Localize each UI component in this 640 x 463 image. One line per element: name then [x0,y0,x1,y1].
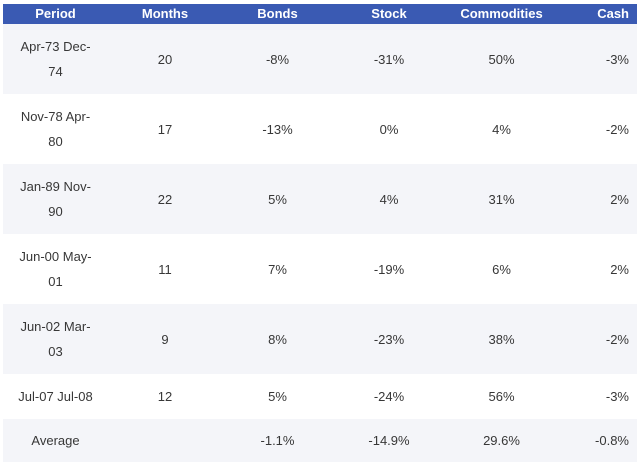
cell-stock: -23% [333,304,445,374]
cell-months: 12 [108,374,222,419]
cell-bonds: -1.1% [222,419,333,462]
cell-commodities: 29.6% [445,419,558,462]
cell-months [108,419,222,462]
cell-stock: -19% [333,234,445,304]
table-row: Apr-73 Dec- 74 20 -8% -31% 50% -3% [3,24,637,94]
cell-commodities: 56% [445,374,558,419]
column-header-bonds[interactable]: Bonds [222,4,333,24]
column-header-commodities[interactable]: Commodities [445,4,558,24]
cell-commodities: 4% [445,94,558,164]
cell-commodities: 31% [445,164,558,234]
table-row: Jul-07 Jul-08 12 5% -24% 56% -3% [3,374,637,419]
cell-cash: -2% [558,304,637,374]
table-body: Apr-73 Dec- 74 20 -8% -31% 50% -3% Nov-7… [3,24,637,462]
cell-stock: -14.9% [333,419,445,462]
cell-months: 20 [108,24,222,94]
table-row: Jun-00 May- 01 11 7% -19% 6% 2% [3,234,637,304]
cell-bonds: 8% [222,304,333,374]
cell-commodities: 38% [445,304,558,374]
cell-months: 9 [108,304,222,374]
table-row: Jun-02 Mar- 03 9 8% -23% 38% -2% [3,304,637,374]
column-header-months[interactable]: Months [108,4,222,24]
cell-period: Jul-07 Jul-08 [3,374,108,419]
cell-bonds: 5% [222,164,333,234]
column-header-cash[interactable]: Cash [558,4,637,24]
cell-stock: -31% [333,24,445,94]
cell-cash: 2% [558,234,637,304]
table-header: Period Months Bonds Stock Commodities Ca… [3,4,637,24]
cell-months: 11 [108,234,222,304]
cell-commodities: 50% [445,24,558,94]
cell-stock: 4% [333,164,445,234]
cell-period: Apr-73 Dec- 74 [3,24,108,94]
cell-months: 17 [108,94,222,164]
cell-commodities: 6% [445,234,558,304]
table-row: Nov-78 Apr- 80 17 -13% 0% 4% -2% [3,94,637,164]
cell-bonds: -8% [222,24,333,94]
cell-cash: 2% [558,164,637,234]
cell-bonds: 5% [222,374,333,419]
cell-cash: -3% [558,24,637,94]
cell-cash: -3% [558,374,637,419]
cell-cash: -0.8% [558,419,637,462]
cell-cash: -2% [558,94,637,164]
column-header-period[interactable]: Period [3,4,108,24]
cell-bonds: 7% [222,234,333,304]
cell-months: 22 [108,164,222,234]
average-row: Average -1.1% -14.9% 29.6% -0.8% [3,419,637,462]
cell-period: Average [3,419,108,462]
header-row: Period Months Bonds Stock Commodities Ca… [3,4,637,24]
column-header-stock[interactable]: Stock [333,4,445,24]
cell-stock: 0% [333,94,445,164]
cell-period: Jun-02 Mar- 03 [3,304,108,374]
cell-period: Jun-00 May- 01 [3,234,108,304]
cell-period: Jan-89 Nov- 90 [3,164,108,234]
performance-table: Period Months Bonds Stock Commodities Ca… [3,4,637,462]
cell-period: Nov-78 Apr- 80 [3,94,108,164]
cell-bonds: -13% [222,94,333,164]
table-row: Jan-89 Nov- 90 22 5% 4% 31% 2% [3,164,637,234]
cell-stock: -24% [333,374,445,419]
